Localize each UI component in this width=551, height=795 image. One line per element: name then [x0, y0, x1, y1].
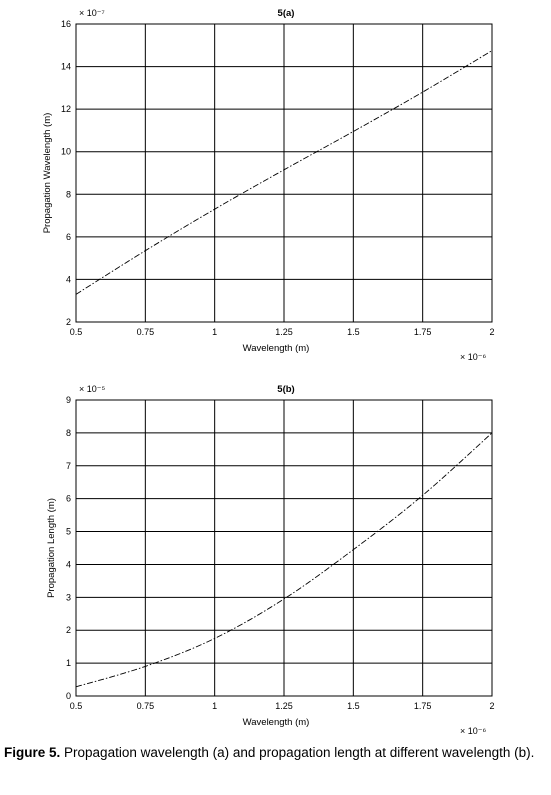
- figure-caption: Figure 5. Propagation wavelength (a) and…: [4, 744, 548, 761]
- y-axis-multiplier: × 10⁻⁷: [79, 8, 105, 18]
- y-tick-label: 8: [66, 428, 71, 438]
- y-tick-label: 12: [61, 104, 71, 114]
- chart-b: 0.5 0.75 1 1.25 1.5 1.75 2 0 1 2 3 4 5 6 7 8 9 5(b) Wavele…: [46, 384, 495, 736]
- y-tick-label: 0: [66, 691, 71, 701]
- x-tick-label: 2: [489, 701, 494, 711]
- chart-a: 0.5 0.75 1 1.25 1.5 1.75 2 2 4 6 8 10 12 14 16 5(a) Wave…: [42, 8, 495, 362]
- y-tick-label: 2: [66, 625, 71, 635]
- y-tick-label: 8: [66, 189, 71, 199]
- x-tick-label: 1.5: [347, 701, 360, 711]
- y-axis-label: Propagation Length (m): [46, 498, 57, 598]
- y-tick-label: 6: [66, 232, 71, 242]
- x-tick-label: 1.5: [347, 327, 360, 337]
- chart-title: 5(b): [277, 384, 294, 395]
- y-tick-label: 2: [66, 317, 71, 327]
- caption-label: Figure 5.: [4, 745, 61, 760]
- y-axis-multiplier: × 10⁻⁵: [79, 384, 106, 394]
- caption-text: Propagation wavelength (a) and propagati…: [64, 745, 535, 760]
- x-tick-label: 0.75: [137, 327, 155, 337]
- x-tick-label: 0.5: [70, 701, 83, 711]
- x-tick-label: 1: [212, 701, 217, 711]
- x-tick-label: 1.25: [275, 701, 293, 711]
- figure-charts: 0.5 0.75 1 1.25 1.5 1.75 22468101214165(a)Wave…: [42, 8, 495, 736]
- y-tick-label: 1: [66, 658, 71, 668]
- y-tick-label: 6: [66, 494, 71, 504]
- y-tick-label: 3: [66, 592, 71, 602]
- plot-frame: [75, 399, 493, 697]
- x-tick-label: 1.75: [414, 327, 432, 337]
- x-tick-label: 0.75: [137, 701, 155, 711]
- y-tick-label: 14: [61, 62, 71, 72]
- x-axis-label: Wavelength (m): [243, 343, 310, 354]
- y-tick-label: 10: [61, 147, 71, 157]
- x-axis-multiplier: × 10⁻⁶: [460, 352, 487, 362]
- y-axis-label: Propagation Wavelength (m): [42, 113, 53, 234]
- x-axis-multiplier: × 10⁻⁶: [460, 726, 487, 736]
- x-tick-label: 2: [489, 327, 494, 337]
- y-tick-label: 7: [66, 461, 71, 471]
- series-line: [75, 432, 493, 688]
- y-tick-label: 4: [66, 559, 71, 569]
- x-axis-label: Wavelength (m): [243, 717, 310, 728]
- series-line: [75, 50, 493, 295]
- x-tick-label: 1.75: [414, 701, 432, 711]
- y-tick-label: 5: [66, 527, 71, 537]
- x-tick-label: 1: [212, 327, 217, 337]
- chart-title: 5(a): [278, 8, 295, 19]
- y-tick-label: 16: [61, 19, 71, 29]
- plot-frame: [75, 23, 493, 323]
- x-tick-label: 0.5: [70, 327, 83, 337]
- y-tick-label: 4: [66, 274, 71, 284]
- y-tick-label: 9: [66, 395, 71, 405]
- x-tick-label: 1.25: [275, 327, 293, 337]
